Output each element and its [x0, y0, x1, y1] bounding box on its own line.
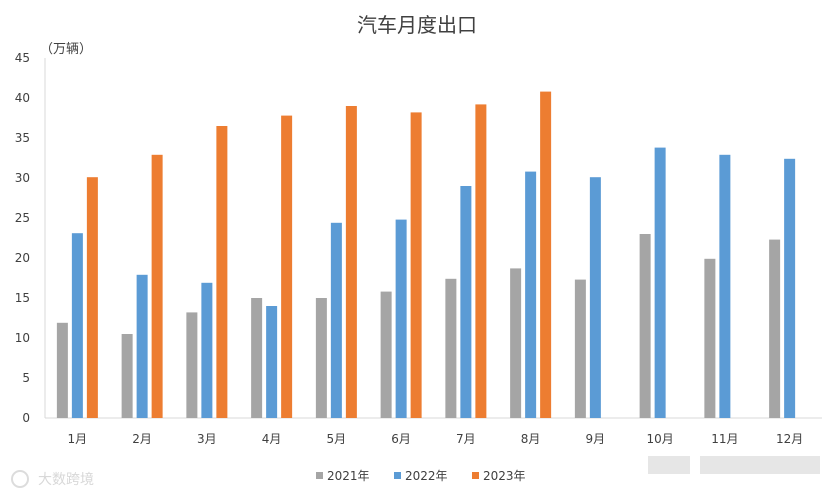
x-tick-label: 6月 [391, 432, 411, 446]
y-tick-label: 15 [15, 291, 30, 305]
x-tick-label: 1月 [68, 432, 88, 446]
bar [460, 186, 472, 418]
x-tick-label: 7月 [456, 432, 476, 446]
bar [410, 112, 422, 419]
chart-title: 汽车月度出口 [357, 13, 477, 37]
bar [719, 154, 731, 419]
y-tick-label: 35 [15, 131, 30, 145]
blurred-block [700, 456, 820, 474]
watermark-text: 大数跨境 [38, 472, 94, 488]
legend-swatch [472, 472, 479, 479]
bar [475, 104, 487, 419]
bar [121, 334, 133, 418]
bar [86, 177, 98, 418]
x-tick-label: 11月 [711, 432, 738, 446]
bars [56, 91, 796, 419]
y-tick-label: 0 [22, 411, 30, 425]
x-tick-label: 4月 [262, 432, 282, 446]
legend-swatch [316, 472, 323, 479]
bar [151, 154, 163, 419]
bar [445, 278, 457, 418]
bar [330, 222, 342, 418]
bar [136, 274, 148, 418]
x-axis-ticks: 1月 2月 3月 4月 5月 6月 7月 8月 9月 10月 11月 12月 [68, 432, 804, 446]
bar [654, 147, 666, 418]
bar [281, 115, 293, 418]
y-axis-unit-label: （万辆） [40, 42, 92, 57]
bar [380, 291, 392, 418]
bar [345, 106, 357, 418]
bar [186, 312, 198, 418]
x-tick-label: 9月 [586, 432, 606, 446]
bar [266, 306, 278, 418]
legend-swatch [394, 472, 401, 479]
x-tick-label: 12月 [776, 432, 803, 446]
watermark-icon [11, 470, 29, 488]
blurred-watermark [648, 456, 820, 474]
legend: 2021年 2022年 2023年 [316, 469, 526, 483]
bar [315, 298, 327, 418]
watermark-logo: 大数跨境 [11, 470, 94, 488]
bar [510, 268, 522, 418]
y-tick-label: 10 [15, 331, 30, 345]
bar [589, 177, 601, 418]
legend-label: 2022年 [405, 469, 448, 483]
bar [201, 282, 213, 418]
x-tick-label: 10月 [646, 432, 673, 446]
bar [574, 279, 586, 418]
bar [71, 233, 83, 418]
y-tick-label: 30 [15, 171, 30, 185]
x-tick-label: 8月 [521, 432, 541, 446]
y-tick-label: 5 [22, 371, 30, 385]
bar [525, 171, 537, 418]
y-axis-ticks: 0 5 10 15 20 25 30 35 40 45 [15, 51, 30, 425]
bar [251, 298, 263, 418]
bar [395, 219, 407, 418]
bar [769, 239, 781, 418]
blurred-block [648, 456, 690, 474]
x-tick-label: 5月 [327, 432, 347, 446]
legend-label: 2021年 [327, 469, 370, 483]
y-tick-label: 20 [15, 251, 30, 265]
x-tick-label: 2月 [132, 432, 152, 446]
y-tick-label: 45 [15, 51, 30, 65]
bar [639, 234, 651, 418]
bar [540, 91, 552, 418]
y-tick-label: 40 [15, 91, 30, 105]
bar [216, 126, 228, 418]
bar [56, 322, 68, 418]
legend-label: 2023年 [483, 469, 526, 483]
y-tick-label: 25 [15, 211, 30, 225]
bar [784, 158, 796, 419]
x-tick-label: 3月 [197, 432, 217, 446]
bar [704, 258, 716, 418]
